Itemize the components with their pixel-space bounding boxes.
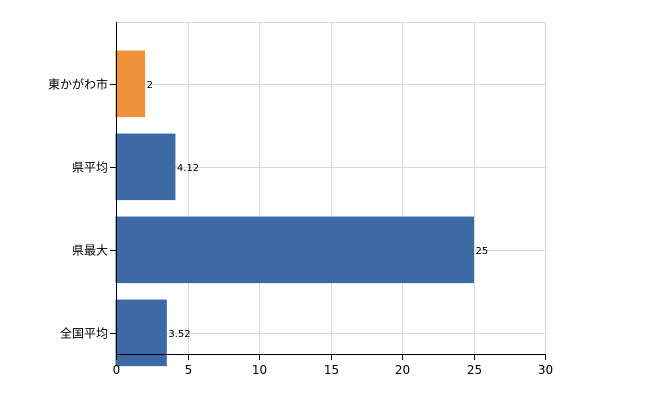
x-tick-label: 10 — [252, 363, 267, 377]
bar-1 — [115, 50, 146, 118]
value-label-4: 3.52 — [168, 329, 190, 340]
bar-3 — [115, 216, 474, 284]
value-label-3: 25 — [476, 246, 489, 257]
x-tick-label: 5 — [185, 363, 193, 377]
x-tick-label: 25 — [467, 363, 482, 377]
axes — [110, 22, 546, 360]
bars — [115, 50, 474, 367]
x-tick-label: 30 — [538, 363, 553, 377]
value-label-2: 4.12 — [177, 163, 199, 174]
grid — [116, 22, 546, 354]
category-label-3: 県最大 — [72, 244, 108, 258]
x-tick-label: 0 — [113, 363, 121, 377]
bar-4 — [115, 299, 167, 367]
bar-2 — [115, 133, 176, 201]
x-tick-label: 15 — [324, 363, 339, 377]
category-label-1: 東かがわ市 — [48, 77, 108, 92]
x-tick-label: 20 — [395, 363, 410, 377]
category-label-2: 県平均 — [72, 161, 108, 175]
category-label-4: 全国平均 — [60, 326, 108, 341]
value-label-1: 2 — [147, 80, 153, 91]
